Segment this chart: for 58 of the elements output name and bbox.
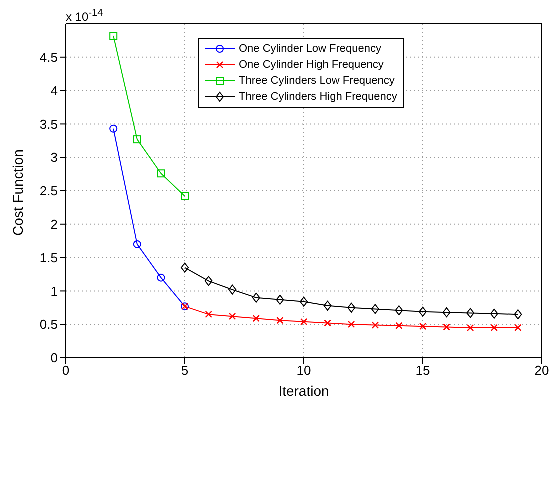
point: [324, 320, 332, 327]
point: [348, 302, 356, 313]
y-tick-label: 0.5: [40, 317, 58, 332]
x-tick-label: 10: [296, 363, 312, 378]
point: [229, 312, 236, 320]
point: [490, 308, 498, 319]
y-tick-label: 0: [50, 350, 58, 366]
point: [514, 310, 522, 320]
point: [371, 304, 380, 314]
point: [300, 318, 308, 326]
point: [348, 321, 356, 328]
point: [276, 316, 284, 324]
point: [396, 322, 403, 330]
y-tick-label: 1: [50, 284, 58, 299]
point: [133, 136, 142, 144]
x-tick-label: 0: [62, 363, 70, 378]
y-axis-title: Cost Function: [10, 150, 26, 236]
point: [442, 308, 451, 318]
point: [181, 262, 189, 273]
point: [181, 192, 189, 200]
point: [110, 124, 118, 133]
legend-label: Three Cylinders Low Frequency: [239, 75, 395, 87]
point: [466, 308, 475, 318]
x-tick-label: 5: [181, 363, 189, 378]
point: [300, 296, 308, 307]
point: [133, 240, 142, 248]
point: [395, 306, 404, 316]
point: [110, 32, 118, 40]
point: [252, 314, 260, 322]
point: [252, 292, 260, 303]
x-tick-label: 15: [416, 363, 430, 378]
point: [514, 324, 522, 332]
x-tick-label: 20: [534, 363, 550, 378]
annotation: x 10$^{-14}$: [66, 8, 104, 24]
point: [443, 324, 450, 331]
y-tick-label: 4: [50, 83, 58, 98]
point: [419, 306, 427, 317]
point: [157, 274, 166, 282]
point: [467, 324, 474, 332]
y-tick-label: 3.5: [40, 116, 58, 132]
point: [204, 276, 213, 286]
legend-label: Three Cylinders High Frequency: [239, 91, 398, 103]
legend-label: One Cylinder High Frequency: [239, 59, 384, 71]
point: [205, 310, 212, 318]
point: [324, 300, 332, 311]
y-tick-label: 3: [50, 150, 58, 166]
legend-label: One Cylinder Low Frequency: [239, 43, 382, 55]
y-tick-label: 4.5: [40, 50, 58, 66]
point: [419, 323, 427, 330]
y-tick-label: 2.5: [40, 184, 58, 199]
point: [372, 322, 379, 329]
point: [228, 284, 237, 295]
point: [490, 324, 498, 332]
y-tick-label: 2: [50, 217, 58, 232]
point: [276, 294, 284, 305]
x-axis-title: Iteration: [278, 383, 330, 399]
point: [157, 170, 166, 178]
y-tick-label: 1.5: [40, 250, 58, 266]
